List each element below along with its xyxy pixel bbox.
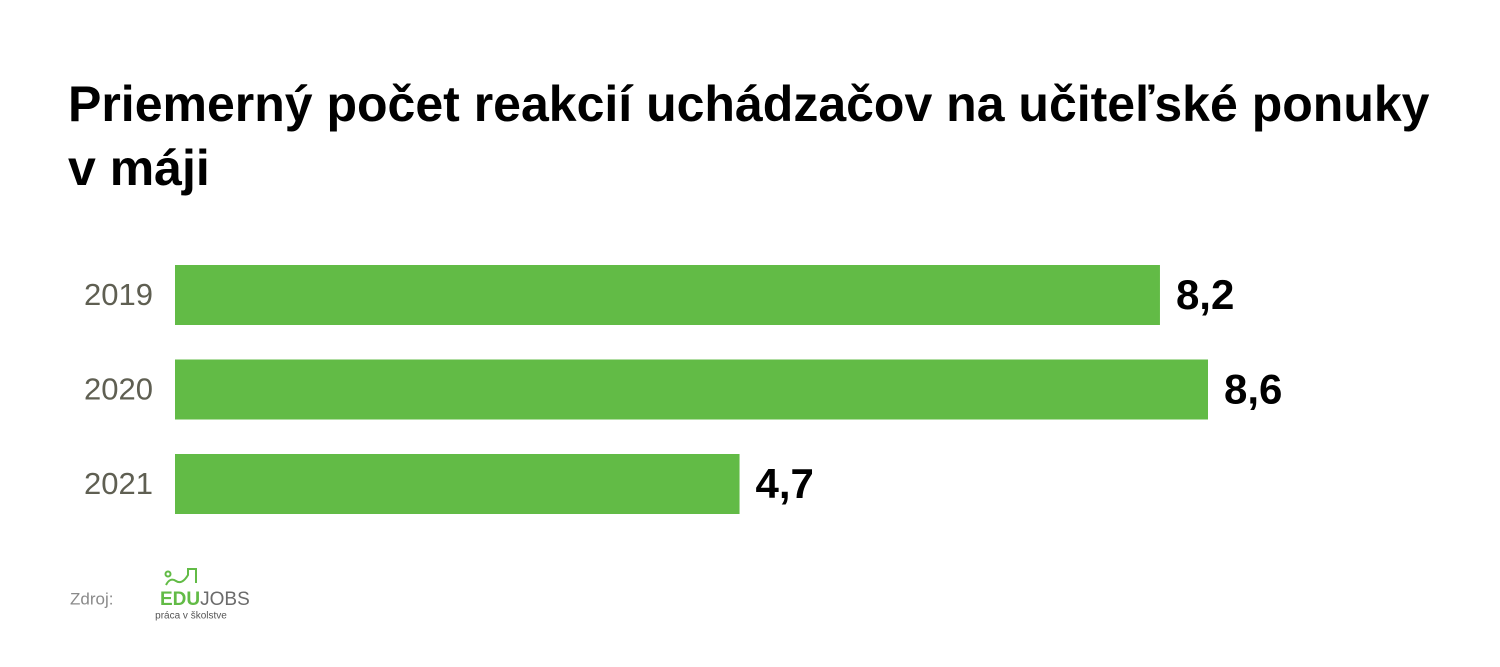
- value-label: 8,2: [1176, 271, 1234, 318]
- chart-title: Priemerný počet reakcií uchádzačov na uč…: [68, 76, 1430, 196]
- logo-jobs: JOBS: [200, 589, 250, 610]
- source-logo: EDUJOBS: [160, 589, 250, 610]
- logo-edu: EDU: [160, 589, 200, 610]
- value-label: 8,6: [1224, 366, 1282, 413]
- logo-mark: [165, 568, 197, 586]
- category-label: 2020: [84, 372, 153, 407]
- bar: [175, 454, 740, 514]
- logo-dot: [164, 570, 172, 578]
- category-label: 2021: [84, 466, 153, 501]
- bar: [175, 359, 1208, 420]
- source-label: Zdroj:: [70, 589, 113, 608]
- bar: [175, 265, 1160, 325]
- source-tagline: práca v školstve: [155, 611, 227, 622]
- category-label: 2019: [84, 277, 153, 312]
- logo-icon: [164, 568, 197, 586]
- value-label: 4,7: [756, 460, 814, 507]
